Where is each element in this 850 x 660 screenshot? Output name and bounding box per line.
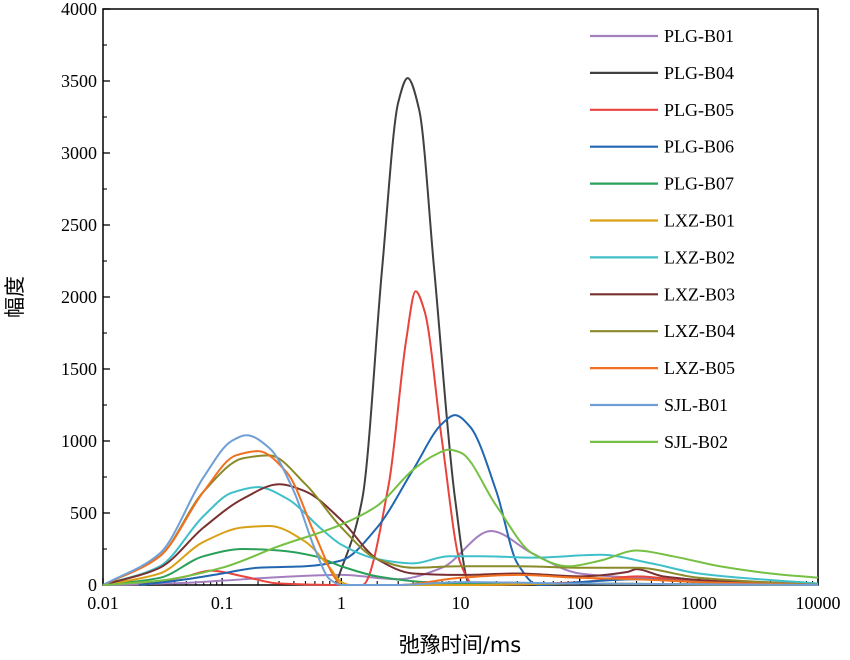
y-tick-label: 0 — [88, 575, 97, 595]
legend-label: LXZ-B04 — [664, 321, 735, 341]
y-tick-label: 2500 — [61, 215, 97, 235]
y-tick-label: 1000 — [61, 431, 97, 451]
legend-label: LXZ-B05 — [664, 358, 735, 378]
series-line-sjl-b02 — [102, 448, 819, 586]
x-tick-label: 1000 — [681, 593, 717, 613]
y-tick-label: 1500 — [61, 359, 97, 379]
curves — [102, 77, 819, 586]
y-tick-label: 500 — [70, 503, 97, 523]
y-tick-label: 2000 — [61, 287, 97, 307]
series-line-lxz-b04 — [102, 454, 819, 586]
legend-label: LXZ-B02 — [664, 247, 735, 267]
x-tick-label: 1 — [337, 593, 346, 613]
y-tick-label: 3000 — [61, 143, 97, 163]
legend-label: LXZ-B01 — [664, 211, 735, 231]
series-line-plg-b06 — [138, 414, 819, 586]
series-line-lxz-b03 — [102, 483, 819, 586]
series-line-sjl-b01 — [102, 434, 819, 586]
x-tick-label: 0.01 — [87, 593, 119, 613]
y-axis: 0 500 1000 1500 2000 2500 3000 3500 4000 — [61, 0, 110, 595]
y-axis-title: 幅度 — [3, 276, 27, 318]
y-tick-label: 4000 — [61, 0, 97, 19]
x-axis: 0.01 0.1 1 10 100 1000 10000 — [87, 578, 841, 613]
series-line-lxz-b05 — [102, 450, 819, 586]
legend-label: PLG-B07 — [664, 174, 734, 194]
x-tick-label: 100 — [566, 593, 593, 613]
legend-label: PLG-B01 — [664, 26, 734, 46]
legend-label: PLG-B05 — [664, 100, 734, 120]
y-tick-label: 3500 — [61, 71, 97, 91]
legend-label: PLG-B06 — [664, 137, 734, 157]
x-axis-title: 弛豫时间/ms — [399, 633, 521, 657]
legend: PLG-B01 PLG-B04 PLG-B05 PLG-B06 PLG-B07 LXZ-B… — [590, 26, 735, 452]
legend-label: LXZ-B03 — [664, 284, 735, 304]
x-tick-label: 10000 — [796, 593, 841, 613]
x-tick-label: 0.1 — [211, 593, 234, 613]
legend-label: SJL-B01 — [664, 395, 728, 415]
x-tick-label: 10 — [452, 593, 470, 613]
legend-label: SJL-B02 — [664, 432, 728, 452]
legend-label: PLG-B04 — [664, 63, 734, 83]
